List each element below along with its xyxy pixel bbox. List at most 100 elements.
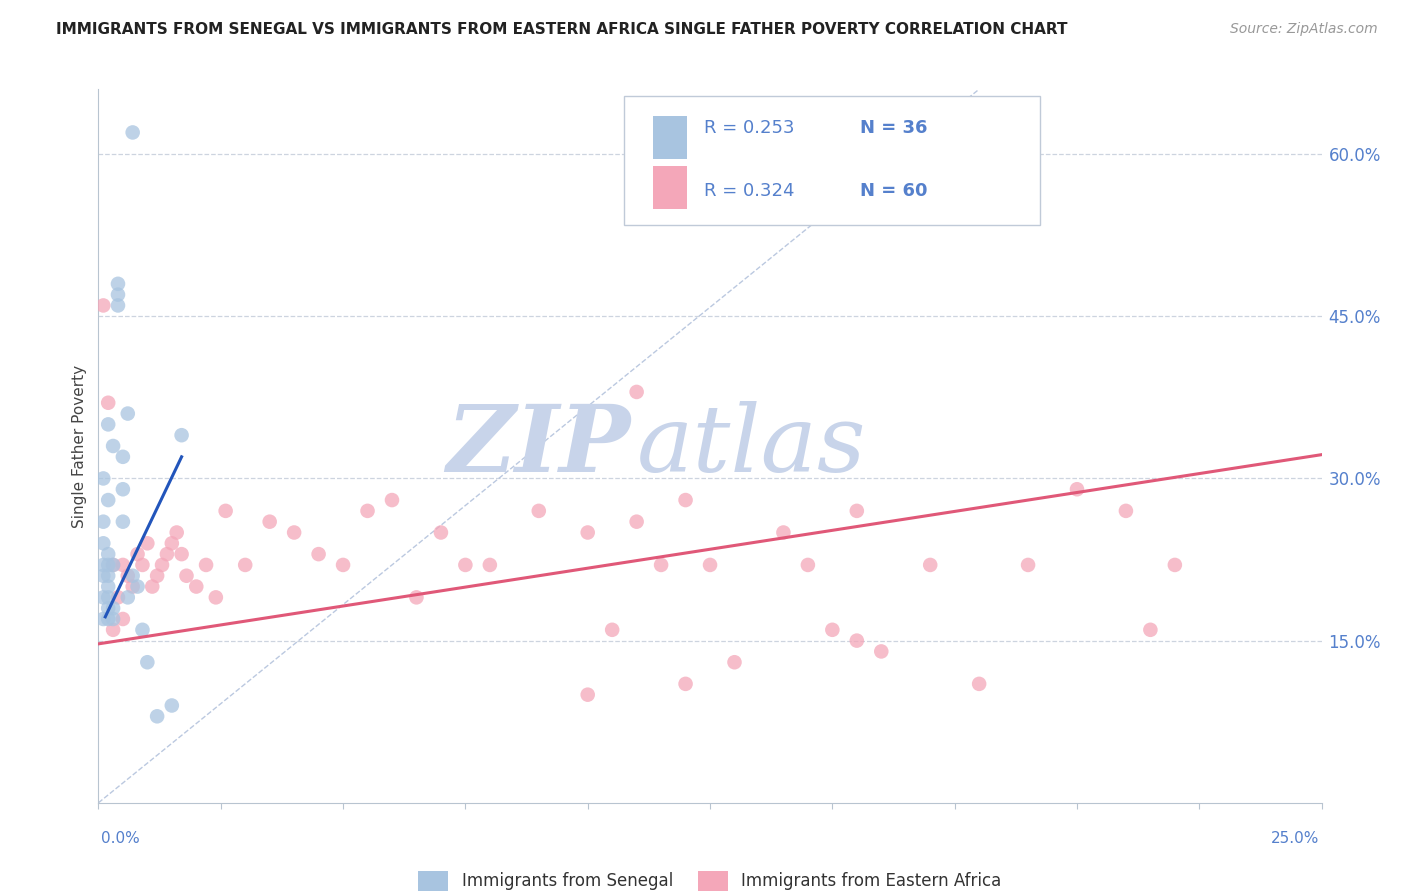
Point xyxy=(576,525,599,540)
Point xyxy=(723,655,745,669)
Text: Source: ZipAtlas.com: Source: ZipAtlas.com xyxy=(1230,22,1378,37)
Point xyxy=(101,439,124,453)
Point xyxy=(146,709,169,723)
Point xyxy=(97,612,120,626)
Point xyxy=(205,591,228,605)
Text: N = 36: N = 36 xyxy=(860,120,928,137)
Point xyxy=(97,493,120,508)
Point xyxy=(111,612,134,626)
Point xyxy=(454,558,477,572)
Point xyxy=(97,417,120,432)
Point xyxy=(101,623,124,637)
Point xyxy=(101,558,124,572)
Point xyxy=(117,568,139,582)
Point xyxy=(107,591,129,605)
Point xyxy=(166,525,188,540)
Point xyxy=(1164,558,1187,572)
Point xyxy=(101,612,124,626)
Text: atlas: atlas xyxy=(637,401,866,491)
Point xyxy=(101,601,124,615)
Point xyxy=(156,547,179,561)
Text: R = 0.324: R = 0.324 xyxy=(704,182,794,200)
Point xyxy=(332,558,354,572)
Legend: Immigrants from Senegal, Immigrants from Eastern Africa: Immigrants from Senegal, Immigrants from… xyxy=(412,864,1008,892)
Point xyxy=(141,580,163,594)
Text: ZIP: ZIP xyxy=(446,401,630,491)
Point xyxy=(111,515,134,529)
Point xyxy=(772,201,794,215)
Point xyxy=(111,558,134,572)
Text: 0.0%: 0.0% xyxy=(101,831,141,846)
Point xyxy=(675,677,697,691)
Point xyxy=(160,536,183,550)
Point xyxy=(381,493,404,508)
Point xyxy=(91,471,114,485)
Point xyxy=(1139,623,1161,637)
Point xyxy=(920,558,942,572)
Point xyxy=(136,655,159,669)
Point xyxy=(131,558,153,572)
Point xyxy=(967,677,990,691)
FancyBboxPatch shape xyxy=(652,166,686,209)
Point xyxy=(170,547,193,561)
FancyBboxPatch shape xyxy=(652,116,686,159)
Point xyxy=(845,633,868,648)
Point xyxy=(214,504,236,518)
Point xyxy=(870,644,893,658)
Point xyxy=(97,591,120,605)
Point xyxy=(97,547,120,561)
Point xyxy=(478,558,501,572)
Point xyxy=(650,558,672,572)
Point xyxy=(626,384,648,399)
Point xyxy=(121,125,143,139)
Y-axis label: Single Father Poverty: Single Father Poverty xyxy=(72,365,87,527)
Point xyxy=(195,558,218,572)
Point xyxy=(186,580,208,594)
Point xyxy=(430,525,453,540)
FancyBboxPatch shape xyxy=(624,96,1040,225)
Point xyxy=(107,287,129,301)
Point xyxy=(1017,558,1039,572)
Point xyxy=(117,591,139,605)
Point xyxy=(821,623,844,637)
Point xyxy=(283,525,305,540)
Text: N = 60: N = 60 xyxy=(860,182,928,200)
Point xyxy=(527,504,550,518)
Point xyxy=(675,493,697,508)
Point xyxy=(121,568,143,582)
Point xyxy=(91,568,114,582)
Point xyxy=(1115,504,1137,518)
Point xyxy=(845,504,868,518)
Point xyxy=(111,482,134,496)
Point xyxy=(101,558,124,572)
Point xyxy=(91,591,114,605)
Point xyxy=(136,536,159,550)
Point xyxy=(111,450,134,464)
Point xyxy=(150,558,173,572)
Point xyxy=(97,580,120,594)
Point xyxy=(91,536,114,550)
Point xyxy=(97,396,120,410)
Point xyxy=(91,515,114,529)
Point xyxy=(797,558,820,572)
Point xyxy=(91,298,114,312)
Text: R = 0.253: R = 0.253 xyxy=(704,120,794,137)
Point xyxy=(127,580,149,594)
Point xyxy=(308,547,330,561)
Point xyxy=(121,580,143,594)
Point xyxy=(576,688,599,702)
Point xyxy=(117,407,139,421)
Point xyxy=(600,623,623,637)
Text: IMMIGRANTS FROM SENEGAL VS IMMIGRANTS FROM EASTERN AFRICA SINGLE FATHER POVERTY : IMMIGRANTS FROM SENEGAL VS IMMIGRANTS FR… xyxy=(56,22,1067,37)
Point xyxy=(772,525,794,540)
Point xyxy=(356,504,378,518)
Point xyxy=(176,568,198,582)
Point xyxy=(170,428,193,442)
Point xyxy=(405,591,427,605)
Point xyxy=(259,515,281,529)
Point xyxy=(699,558,721,572)
Point xyxy=(233,558,256,572)
Point xyxy=(97,568,120,582)
Point xyxy=(91,558,114,572)
Text: 25.0%: 25.0% xyxy=(1271,831,1319,846)
